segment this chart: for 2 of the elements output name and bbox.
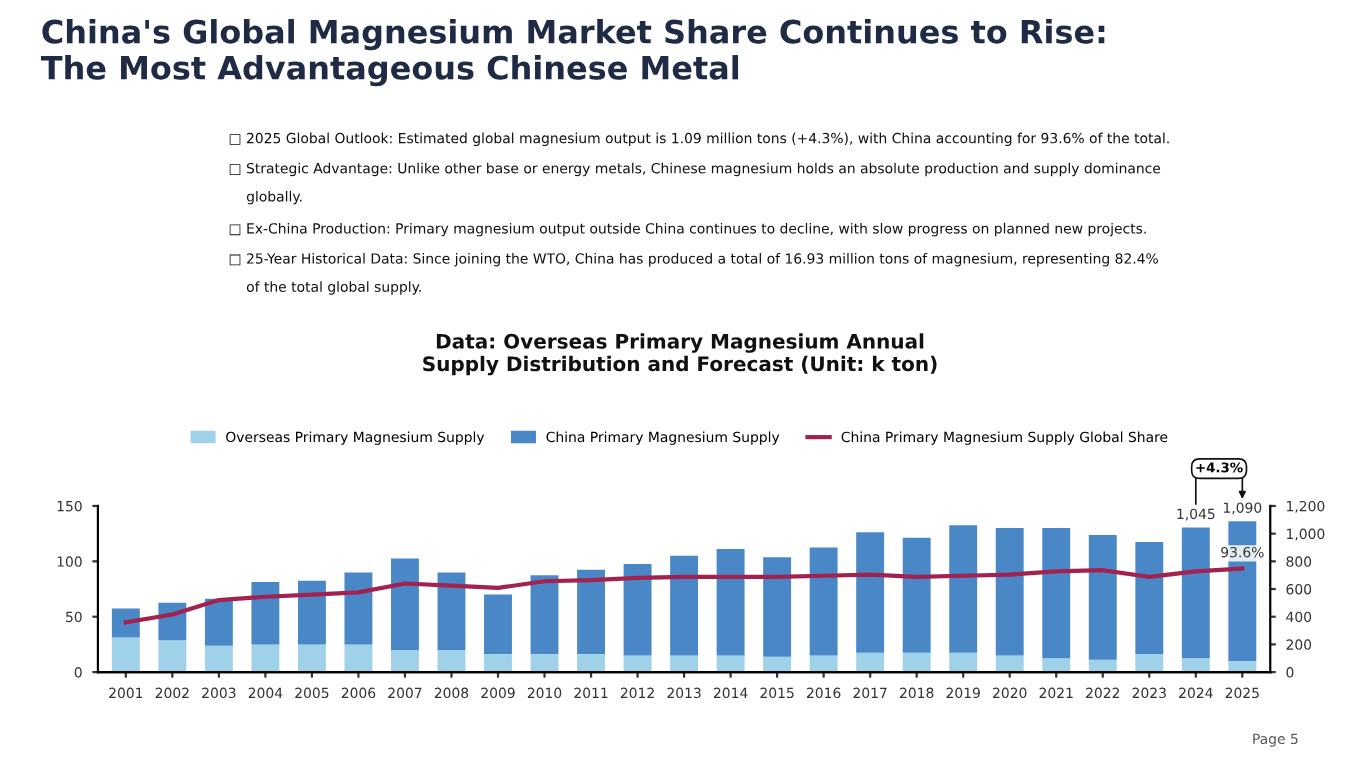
chart-title: China's Global Magnesium Market Share Continues to Rise: The Most Advantageous Chinese Metal — [40, 19, 1105, 87]
chart-subtitle: Data: Overseas Primary Magnesium Annual Supply Distribution and Forecast (Unit: k ton) — [423, 333, 937, 376]
